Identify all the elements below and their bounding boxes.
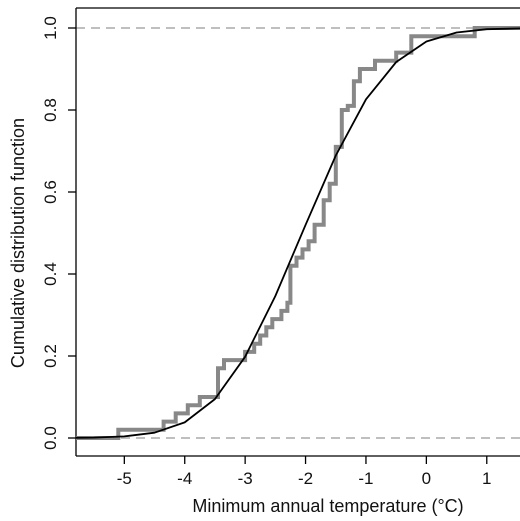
x-tick-label: -2 [298,469,313,488]
reference-lines [76,27,520,439]
y-tick-label: 0.4 [41,262,60,286]
axes: -5 -4 -3 -2 -1 0 1 0.0 0.2 0.4 0.6 0.8 1.0 [41,7,520,488]
y-tick-label: 0.0 [41,426,60,450]
y-tick-label: 0.8 [41,98,60,122]
x-tick-label: -5 [117,469,132,488]
empirical-cdf-line [76,26,520,440]
y-axis-label: Cumulative distribution function [8,118,28,368]
y-tick-label: 0.6 [41,180,60,204]
x-tick-label: -4 [177,469,192,488]
y-tick-label: 1.0 [41,16,60,40]
x-tick-label: 0 [422,469,431,488]
fitted-cdf-line [75,27,520,439]
series-layer [75,26,520,440]
x-tick-label: 1 [482,469,491,488]
x-axis-label: Minimum annual temperature (°C) [192,496,463,516]
y-tick-label: 0.2 [41,344,60,368]
x-tick-label: -1 [358,469,373,488]
x-tick-label: -3 [238,469,253,488]
